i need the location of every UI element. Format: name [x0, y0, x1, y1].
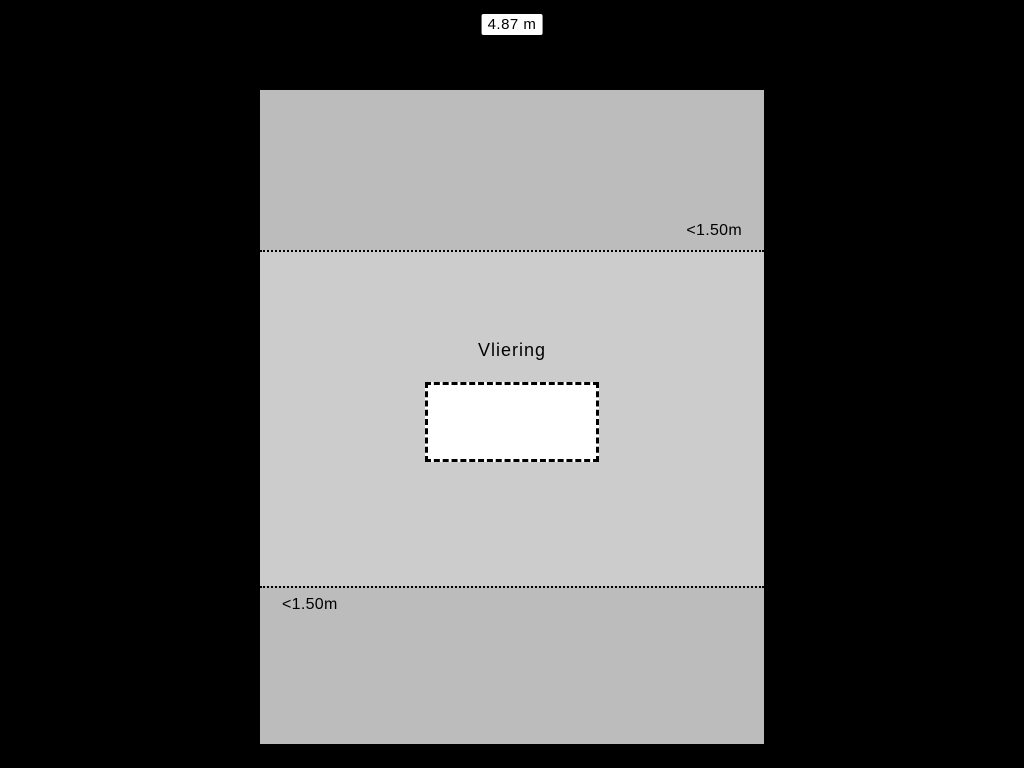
zone-middle-vliering: Vliering [260, 250, 764, 586]
floorplan-stage: 4.87 m <1.50m Vliering <1.50m [0, 0, 1024, 768]
divider-bottom [260, 586, 764, 588]
zone-bottom-label: <1.50m [282, 596, 338, 614]
room-label-vliering: Vliering [478, 340, 546, 361]
zone-bottom-low-height: <1.50m [260, 586, 764, 744]
attic-hatch [425, 382, 599, 462]
floorplan: <1.50m Vliering <1.50m [260, 90, 764, 744]
divider-top [260, 250, 764, 252]
zone-top-label: <1.50m [686, 222, 742, 240]
width-dimension-label: 4.87 m [482, 14, 543, 35]
zone-top-low-height: <1.50m [260, 90, 764, 250]
width-dimension-text: 4.87 m [488, 16, 537, 33]
